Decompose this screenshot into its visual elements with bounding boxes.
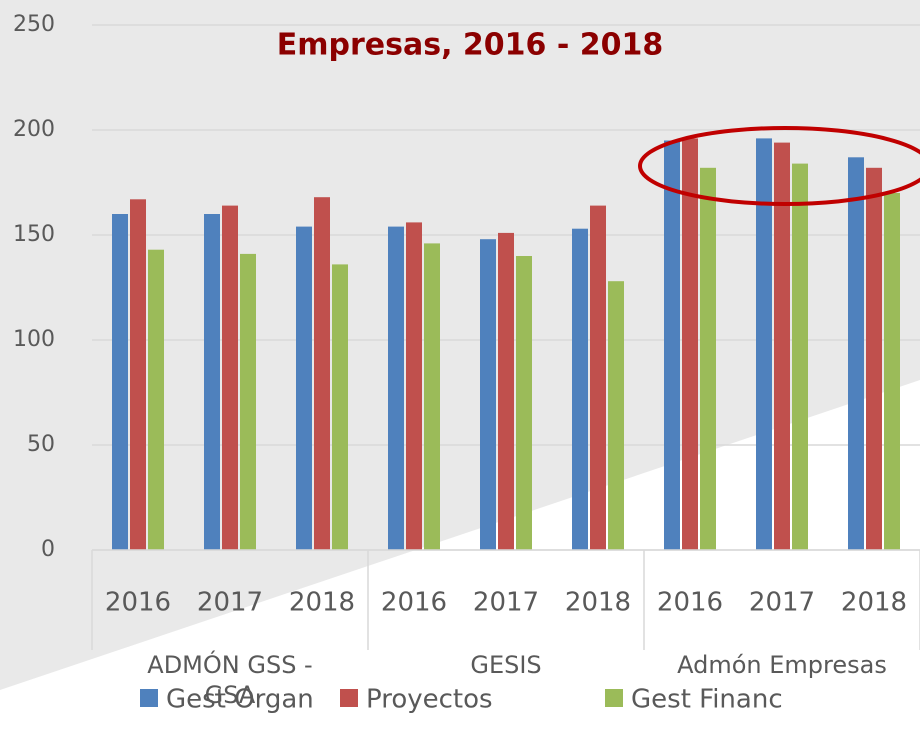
bar xyxy=(148,249,164,550)
x-tick-label: 2018 xyxy=(565,588,631,618)
bar xyxy=(406,222,422,550)
legend-swatch xyxy=(605,689,623,707)
x-tick-label: 2017 xyxy=(749,588,815,618)
x-tick-label: 2016 xyxy=(657,588,723,618)
group-label: GESIS xyxy=(470,651,542,679)
bar xyxy=(664,140,680,550)
y-tick-label: 200 xyxy=(13,117,55,142)
x-tick-label: 2017 xyxy=(473,588,539,618)
bar xyxy=(848,157,864,551)
group-label: Admón Empresas xyxy=(677,651,887,679)
y-tick-label: 250 xyxy=(13,12,55,37)
bar xyxy=(332,264,348,550)
y-tick-label: 100 xyxy=(13,327,55,352)
x-tick-label: 2016 xyxy=(105,588,171,618)
bar xyxy=(792,163,808,550)
legend-swatch xyxy=(340,689,358,707)
chart-title: Empresas, 2016 - 2018 xyxy=(277,28,664,63)
bar xyxy=(682,138,698,550)
bar xyxy=(424,243,440,550)
x-tick-label: 2016 xyxy=(381,588,447,618)
legend-label: Proyectos xyxy=(366,685,493,715)
legend-label: Gest Financ xyxy=(631,685,783,715)
bar xyxy=(204,214,220,550)
x-tick-label: 2018 xyxy=(289,588,355,618)
bar xyxy=(130,199,146,551)
bar xyxy=(884,193,900,550)
bar xyxy=(590,205,606,550)
bar xyxy=(700,167,716,551)
group-label: ADMÓN GSS - GSA xyxy=(147,651,313,709)
bar xyxy=(498,232,514,550)
bar xyxy=(388,226,404,550)
bar xyxy=(240,253,256,550)
bar xyxy=(756,138,772,550)
bar xyxy=(608,281,624,550)
legend-label: Gest Organ xyxy=(166,685,314,715)
x-tick-label: 2017 xyxy=(197,588,263,618)
y-tick-label: 0 xyxy=(41,537,55,562)
x-tick-label: 2018 xyxy=(841,588,907,618)
bar xyxy=(112,214,128,550)
y-tick-label: 50 xyxy=(27,432,55,457)
annotation-ellipse xyxy=(638,126,920,206)
bar xyxy=(222,205,238,550)
bar xyxy=(314,197,330,550)
bar xyxy=(480,239,496,550)
bar xyxy=(296,226,312,550)
legend-swatch xyxy=(140,689,158,707)
bar xyxy=(774,142,790,550)
y-tick-label: 150 xyxy=(13,222,55,247)
bar xyxy=(866,167,882,551)
bar xyxy=(516,256,532,550)
bar xyxy=(572,228,588,550)
